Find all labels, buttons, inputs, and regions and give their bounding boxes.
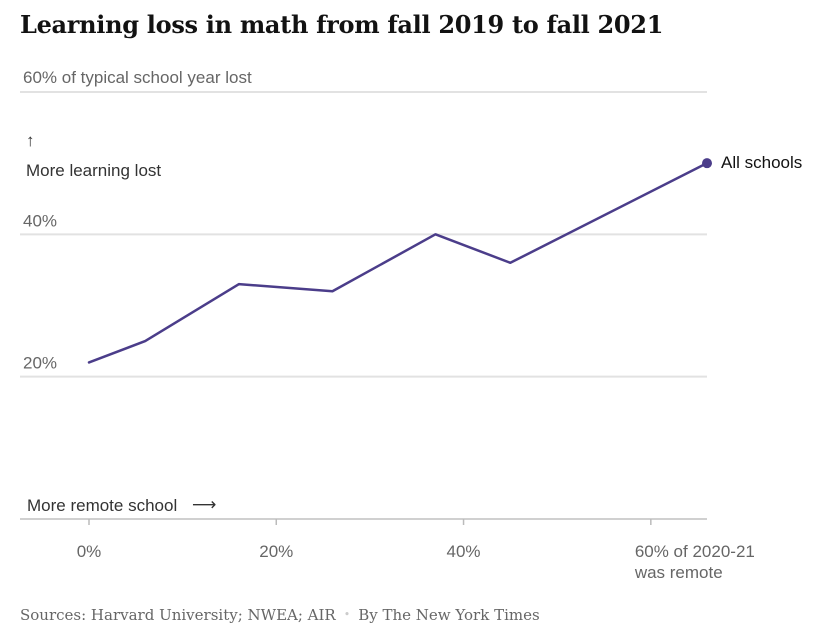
y-top-label: 60% of typical school year lost	[23, 68, 252, 87]
byline-text: By The New York Times	[358, 606, 540, 624]
x-annotation: More remote school	[27, 496, 177, 515]
x-tick-label: 20%	[259, 542, 293, 561]
chart-title: Learning loss in math from fall 2019 to …	[20, 10, 664, 39]
label-layer: 60% of typical school year lost 40% 20% ↑ Mo…	[23, 68, 755, 582]
y-annotation: More learning lost	[26, 161, 161, 180]
y-tick-label: 40%	[23, 211, 57, 230]
footer-separator: •	[343, 608, 351, 621]
series-line	[87, 161, 709, 364]
series-end-point	[702, 158, 712, 169]
chart-footer: Sources: Harvard University; NWEA; AIR • B…	[20, 606, 540, 624]
y-tick-label: 20%	[23, 354, 57, 373]
x-tick-label: 40%	[447, 542, 481, 561]
chart-svg: 60% of typical school year lost 40% 20% ↑ Mo…	[20, 68, 802, 582]
x-tick-label-line2: was remote	[634, 563, 723, 582]
x-tick-label: 0%	[77, 542, 102, 561]
x-tick-label: 60% of 2020-21	[635, 542, 755, 561]
x-annotation-arrow: ⟶	[192, 495, 216, 514]
series-label: All schools	[721, 153, 802, 172]
grid-layer	[20, 91, 707, 525]
sources-text: Sources: Harvard University; NWEA; AIR	[20, 606, 336, 624]
series-layer: All schools	[87, 153, 802, 364]
y-annotation-arrow: ↑	[26, 131, 35, 150]
